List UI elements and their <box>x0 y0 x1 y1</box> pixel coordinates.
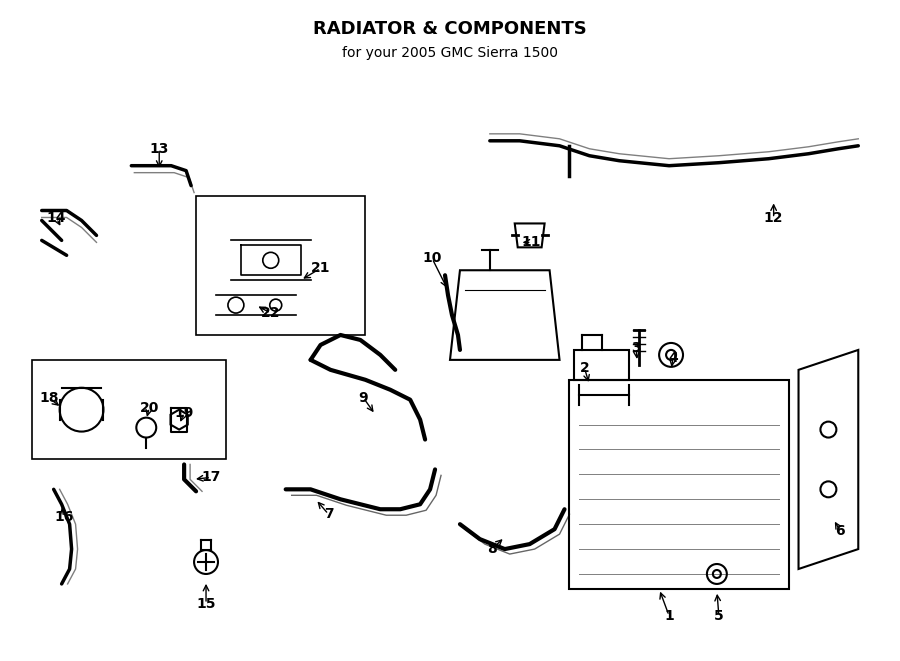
Text: 19: 19 <box>175 406 194 420</box>
Text: 3: 3 <box>632 341 641 355</box>
Text: RADIATOR & COMPONENTS: RADIATOR & COMPONENTS <box>313 20 587 38</box>
Text: 15: 15 <box>196 597 216 611</box>
Text: 6: 6 <box>835 524 845 538</box>
Text: 18: 18 <box>39 391 58 405</box>
Text: 2: 2 <box>580 361 590 375</box>
Text: 21: 21 <box>310 261 330 275</box>
Text: 8: 8 <box>487 542 497 556</box>
Text: 14: 14 <box>47 212 67 225</box>
Text: 5: 5 <box>714 609 724 623</box>
Text: 16: 16 <box>54 510 73 524</box>
Text: 13: 13 <box>149 141 169 156</box>
Text: 20: 20 <box>140 401 159 414</box>
Text: for your 2005 GMC Sierra 1500: for your 2005 GMC Sierra 1500 <box>342 46 558 60</box>
Text: 22: 22 <box>261 306 281 320</box>
Text: 17: 17 <box>202 471 220 485</box>
Text: 1: 1 <box>664 609 674 623</box>
Text: 10: 10 <box>422 251 442 265</box>
Text: 12: 12 <box>764 212 783 225</box>
Text: 11: 11 <box>522 235 542 249</box>
Text: 9: 9 <box>358 391 368 405</box>
Text: 7: 7 <box>324 507 333 522</box>
Text: 4: 4 <box>668 351 678 365</box>
